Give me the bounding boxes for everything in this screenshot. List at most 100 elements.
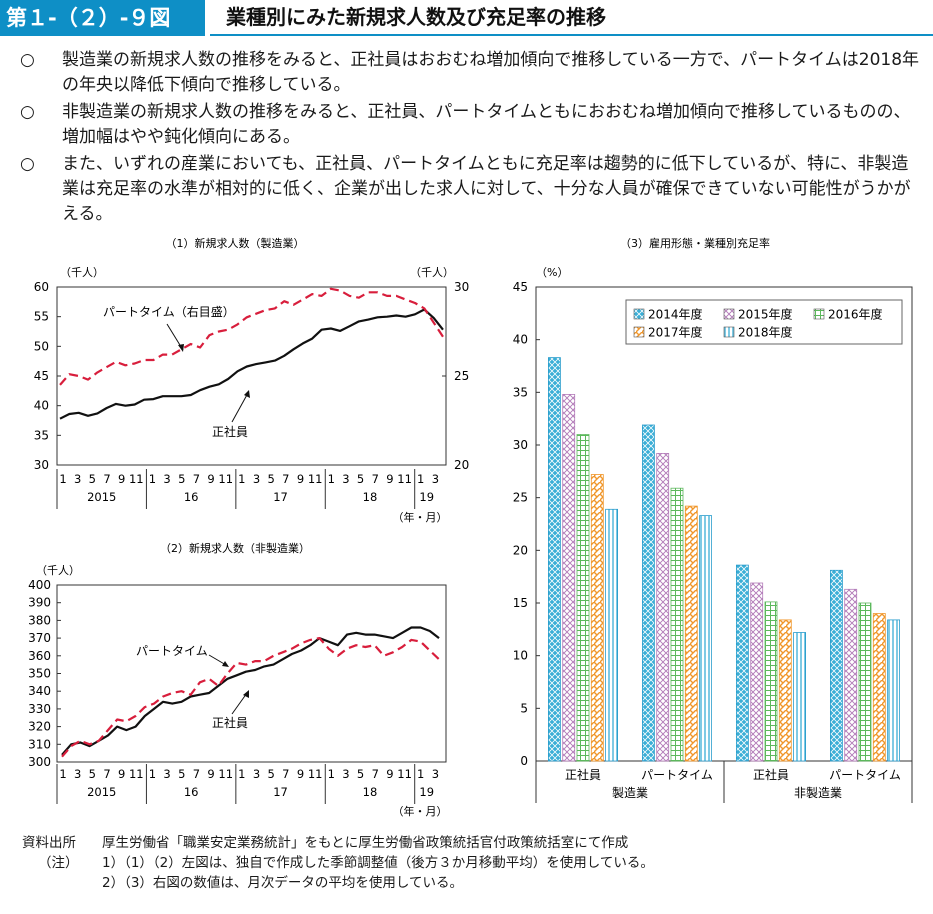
x-tick-category: 正社員 xyxy=(753,767,789,782)
legend-swatch xyxy=(723,308,735,320)
arrow-head-icon xyxy=(222,661,229,667)
y-tick-label-right: 25 xyxy=(454,369,469,383)
x-tick-month: 3 xyxy=(253,472,260,486)
bullet-item: ○ また、いずれの産業においても、正社員、パートタイムともに充足率は趨勢的に低下… xyxy=(20,152,920,227)
note-row: （注） 1）（1）（2）左図は、独自で作成した季節調整値（後方３か月移動平均）を使… xyxy=(22,853,654,873)
summary-bullets: ○ 製造業の新規求人数の推移をみると、正社員はおおむね増加傾向で推移している一方… xyxy=(20,48,920,229)
y-axis-label-left: （千人） xyxy=(60,266,104,279)
x-tick-month: 3 xyxy=(74,472,81,486)
chart-title: （3）雇用形態・業種別充足率 xyxy=(620,236,770,250)
x-tick-month: 7 xyxy=(372,767,379,781)
x-tick-month: 1 xyxy=(238,767,245,781)
x-tick-month: 3 xyxy=(342,472,349,486)
x-tick-month: 9 xyxy=(118,767,125,781)
x-tick-year: 16 xyxy=(184,785,199,799)
x-tick-month: 11 xyxy=(397,472,412,486)
y-tick-label: 370 xyxy=(28,631,51,645)
legend: 2014年度 2015年度 2016年度 2017年度 2018年度 xyxy=(625,299,903,345)
x-tick-month: 7 xyxy=(103,472,110,486)
x-tick-month: 7 xyxy=(193,767,200,781)
x-axis-label: （年・月） xyxy=(393,510,448,524)
y-tick-label: 55 xyxy=(34,310,49,324)
y-tick-label: 360 xyxy=(28,649,51,663)
x-tick-month: 7 xyxy=(282,472,289,486)
bar-2017年度 xyxy=(778,619,792,762)
x-tick-month: 1 xyxy=(328,472,335,486)
bar-2018年度 xyxy=(699,515,713,762)
x-tick-year: 18 xyxy=(363,785,378,799)
y-tick-label: 300 xyxy=(28,755,51,769)
x-tick-year: 16 xyxy=(184,490,199,504)
y-tick-label: 320 xyxy=(28,720,51,734)
x-tick-month: 9 xyxy=(207,767,214,781)
bar-2014年度 xyxy=(548,357,561,762)
bar-2015年度 xyxy=(844,588,858,762)
bar-2018年度 xyxy=(605,508,618,762)
x-tick-month: 11 xyxy=(308,472,323,486)
y-tick-label: 45 xyxy=(34,369,49,383)
y-tick-label-right: 20 xyxy=(454,458,469,472)
bar-2018年度 xyxy=(887,619,901,762)
bar-2015年度 xyxy=(656,452,670,762)
legend-swatch xyxy=(633,308,645,320)
y-tick-label: 60 xyxy=(34,280,49,294)
legend-swatch xyxy=(633,326,645,338)
bar-2017年度 xyxy=(872,613,886,762)
y-tick-label: 340 xyxy=(28,684,51,698)
legend-swatch xyxy=(723,326,735,338)
x-tick-month: 3 xyxy=(432,472,439,486)
series-line-part-time xyxy=(61,636,440,758)
x-tick-month: 5 xyxy=(357,472,364,486)
bar-2016年度 xyxy=(576,434,590,762)
figure-title: 業種別にみた新規求人数及び充足率の推移 xyxy=(210,0,933,36)
x-tick-month: 5 xyxy=(268,767,275,781)
series-line-part-time xyxy=(59,287,444,386)
x-tick-month: 11 xyxy=(218,472,233,486)
x-tick-year: 19 xyxy=(419,785,434,799)
note-text: 1）（1）（2）左図は、独自で作成した季節調整値（後方３か月移動平均）を使用して… xyxy=(102,855,654,871)
x-tick-year: 17 xyxy=(273,785,288,799)
bullet-text: 製造業の新規求人数の推移をみると、正社員はおおむね増加傾向で推移している一方で、… xyxy=(62,50,920,95)
bar-2016年度 xyxy=(858,602,872,762)
bar-2014年度 xyxy=(735,564,749,762)
y-tick-label: 45 xyxy=(513,280,528,294)
chart-title: （1）新規求人数（製造業） xyxy=(166,236,305,250)
x-axis-label: （年・月） xyxy=(393,804,448,818)
x-tick-month: 1 xyxy=(59,767,66,781)
legend-swatch xyxy=(813,308,825,320)
note-row: 資料出所 厚生労働省「職業安定業務統計」をもとに厚生労働省政策統括官付政策統括室に… xyxy=(22,833,654,853)
bar-2017年度 xyxy=(684,505,698,762)
plot-frame xyxy=(56,584,447,763)
note-row: 2）（3）右図の数値は、月次データの平均を使用している。 xyxy=(22,873,654,893)
note-text: 厚生労働省「職業安定業務統計」をもとに厚生労働省政策統括官付政策統括室にて作成 xyxy=(102,835,629,851)
x-tick-month: 11 xyxy=(308,767,323,781)
chart-title: （2）新規求人数（非製造業） xyxy=(160,541,310,555)
figure-header: 第１-（２）-９図 業種別にみた新規求人数及び充足率の推移 xyxy=(0,0,933,36)
x-tick-year: 18 xyxy=(363,490,378,504)
x-tick-month: 1 xyxy=(238,472,245,486)
bullet-item: ○ 製造業の新規求人数の推移をみると、正社員はおおむね増加傾向で推移している一方… xyxy=(20,48,920,98)
annotation-part-time: パートタイム xyxy=(136,644,208,658)
x-tick-month: 9 xyxy=(386,767,393,781)
note-label: 資料出所 xyxy=(22,835,76,851)
y-tick-label: 35 xyxy=(34,428,49,442)
bullet-item: ○ 非製造業の新規求人数の推移をみると、正社員、パートタイムともにおおむね増加傾… xyxy=(20,100,920,150)
y-tick-label: 50 xyxy=(34,339,49,353)
bar-2018年度 xyxy=(793,632,807,762)
y-tick-label: 400 xyxy=(28,578,51,592)
x-group-label: 製造業 xyxy=(612,786,648,800)
arrow-head-icon xyxy=(178,344,184,352)
x-tick-month: 11 xyxy=(129,767,144,781)
annotation-arrow-part-time xyxy=(208,654,227,666)
x-tick-month: 11 xyxy=(129,472,144,486)
figure-number: 第１-（２）-９図 xyxy=(0,0,205,36)
legend-label: 2018年度 xyxy=(738,325,793,340)
x-tick-month: 7 xyxy=(372,472,379,486)
bar-2015年度 xyxy=(750,582,764,762)
x-tick-month: 5 xyxy=(178,767,185,781)
x-tick-month: 1 xyxy=(328,767,335,781)
x-tick-month: 5 xyxy=(357,767,364,781)
y-axis-label: （%） xyxy=(536,266,568,279)
x-tick-year: 17 xyxy=(273,490,288,504)
x-tick-category: パートタイム xyxy=(641,768,713,782)
